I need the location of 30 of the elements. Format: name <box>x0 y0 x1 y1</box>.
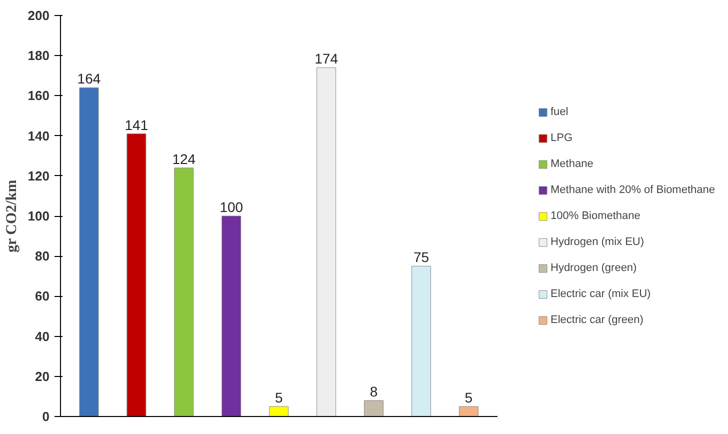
legend-label: Methane <box>550 158 594 170</box>
data-label: 8 <box>370 383 378 400</box>
y-tick-label: 20 <box>35 368 50 384</box>
y-axis-title: gr CO2/km <box>4 179 20 252</box>
y-tick-label: 160 <box>28 88 50 104</box>
data-label: 5 <box>464 389 473 406</box>
data-label: 141 <box>124 116 148 133</box>
y-tick-label: 120 <box>28 168 50 184</box>
data-label: 124 <box>172 150 196 167</box>
data-label: 100 <box>220 199 244 215</box>
data-label: 75 <box>413 249 430 266</box>
y-tick-label: 80 <box>35 248 50 264</box>
legend-label: LPG <box>550 132 573 144</box>
y-tick-label: 60 <box>35 288 50 304</box>
y-tick-label: 200 <box>28 8 50 23</box>
legend-label: Hydrogen (green) <box>550 262 637 274</box>
data-label: 164 <box>77 70 101 87</box>
y-tick-label: 40 <box>35 328 50 344</box>
y-tick-label: 140 <box>28 128 50 144</box>
legend-label: Hydrogen (mix EU) <box>550 236 644 248</box>
y-tick-label: 0 <box>42 409 50 424</box>
y-tick-label: 100 <box>28 208 50 224</box>
y-tick-label: 180 <box>28 48 50 64</box>
legend-label: fuel <box>550 106 570 118</box>
legend-label: 100% Biomethane <box>550 210 640 222</box>
legend-label: Electric car (mix EU) <box>550 288 651 300</box>
legend-label: Methane with 20% of Biomethane <box>550 184 715 196</box>
legend-label: Electric car (green) <box>550 314 644 326</box>
data-label: 5 <box>274 389 283 406</box>
data-label: 174 <box>314 50 338 67</box>
